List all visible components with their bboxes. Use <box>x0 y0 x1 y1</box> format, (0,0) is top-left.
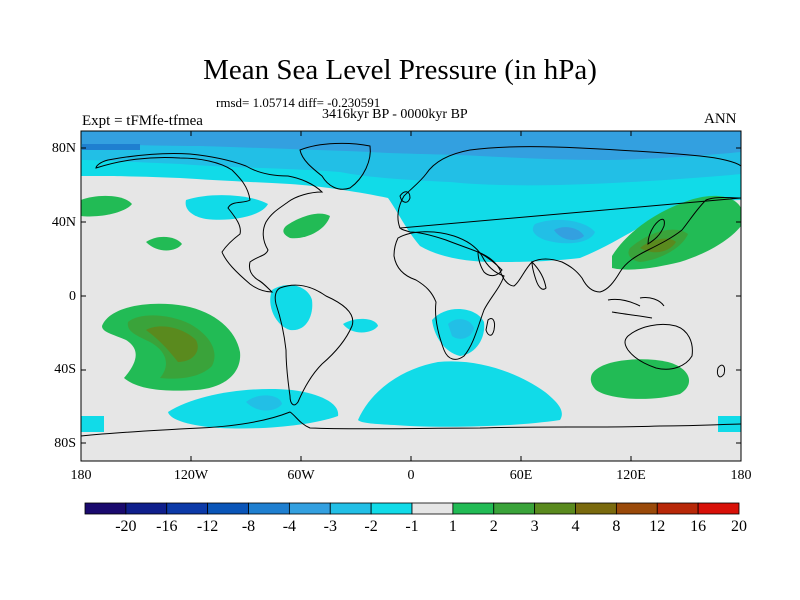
coastline-arabia <box>477 251 503 277</box>
colorbar-label: -1 <box>405 518 419 535</box>
lon-tick-label: 0 <box>407 468 415 483</box>
colorbar <box>84 502 740 515</box>
colorbar-swatch <box>452 502 495 515</box>
colorbar-swatch <box>493 502 536 515</box>
coastline-japan <box>647 218 665 245</box>
stats-text: rmsd= 1.05714 diff= -0.230591 <box>216 95 381 110</box>
colorbar-swatch <box>288 502 331 515</box>
map-title: Mean Sea Level Pressure (in hPa) <box>203 54 597 86</box>
colorbar-label: -8 <box>241 518 256 535</box>
axis-ticks <box>81 131 741 461</box>
positive-anomaly-region <box>640 238 676 253</box>
coastline-new-zealand <box>717 364 725 378</box>
colorbar-swatch <box>534 502 576 515</box>
negative-anomaly-region <box>343 318 378 333</box>
colorbar-swatch <box>329 502 372 515</box>
lon-tick-label: 180 <box>730 468 752 483</box>
colorbar-swatch <box>84 502 127 515</box>
negative-anomaly-region <box>448 319 474 339</box>
lon-tick-label: 120E <box>616 468 646 483</box>
colorbar-swatch <box>207 502 249 515</box>
colorbar-swatch <box>411 502 454 515</box>
colorbar-label: -2 <box>364 518 378 535</box>
coastline-madagascar <box>485 317 495 336</box>
colorbar-label: -20 <box>115 518 137 535</box>
colorbar-swatch <box>656 502 699 515</box>
coastline-indonesia <box>607 297 665 319</box>
colorbar-swatch <box>166 502 209 515</box>
lat-tick-label: 80N <box>51 141 76 156</box>
negative-anomaly-region <box>168 388 339 429</box>
negative-anomaly-region <box>246 395 282 411</box>
coastline-antarctica <box>81 411 741 437</box>
coastline-africa <box>393 231 505 360</box>
positive-anomaly-region <box>146 326 198 362</box>
colorbar-swatch <box>248 502 290 515</box>
positive-anomaly-region <box>146 236 182 251</box>
colorbar-swatch <box>370 502 413 515</box>
positive-anomaly-region <box>590 359 690 399</box>
lat-tick-label: 80S <box>54 436 76 451</box>
lat-tick-label: 0 <box>69 289 76 304</box>
negative-anomaly-region <box>358 361 562 427</box>
negative-anomaly-region <box>81 131 741 160</box>
colorbar-label: 2 <box>489 518 498 535</box>
colorbar-label: 12 <box>649 518 666 535</box>
positive-anomaly-region <box>81 195 132 217</box>
map-field <box>81 131 741 461</box>
coastline-south-america <box>274 284 354 406</box>
colorbar-swatch <box>125 502 168 515</box>
colorbar-label: -3 <box>323 518 337 535</box>
negative-anomaly-region <box>82 144 140 150</box>
negative-anomaly-region <box>81 416 104 432</box>
colorbar-label: -16 <box>156 518 178 535</box>
lon-tick-label: 120W <box>173 468 209 483</box>
colorbar-label: 20 <box>731 518 747 535</box>
colorbar-swatch <box>697 502 740 515</box>
colorbar-label: 4 <box>571 518 580 535</box>
period-text: 3416kyr BP - 0000kyr BP <box>322 107 468 122</box>
coastline-eurasia <box>397 146 741 293</box>
lat-tick-label: 40S <box>54 362 76 377</box>
coastline-uk <box>399 191 411 203</box>
colorbar-label: 3 <box>530 518 539 535</box>
coastline-greenland <box>299 142 371 190</box>
experiment-label: Expt = tFMfe-tfmea <box>82 113 203 129</box>
coastline-north-america <box>95 152 324 293</box>
colorbar-swatch <box>575 502 617 515</box>
colorbar-label: -4 <box>282 518 297 535</box>
negative-anomaly-region <box>554 227 584 240</box>
positive-anomaly-region <box>283 213 330 239</box>
coastlines <box>81 142 741 437</box>
colorbar-label: 16 <box>690 518 707 535</box>
colorbar-label: -12 <box>196 518 219 535</box>
colorbar-swatch <box>615 502 658 515</box>
coastline-india <box>531 260 547 290</box>
lon-tick-label: 180 <box>70 468 92 483</box>
lon-tick-label: 60W <box>287 468 315 483</box>
lon-tick-label: 60E <box>509 468 533 483</box>
lat-tick-label: 40N <box>51 215 76 230</box>
colorbar-label: 1 <box>448 518 457 535</box>
colorbar-label: 8 <box>612 518 621 535</box>
season-label: ANN <box>704 111 737 127</box>
coastline-australia <box>624 323 693 370</box>
